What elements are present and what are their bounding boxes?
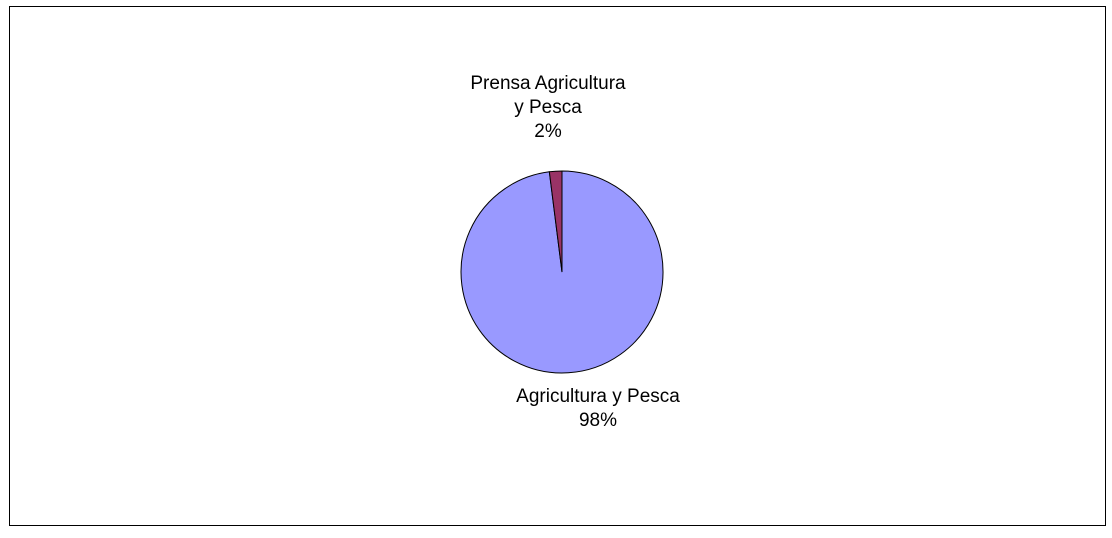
slice-percent-label: 98% xyxy=(578,410,618,431)
pie-slice-prensa-agricultura-y-pesca xyxy=(548,170,563,273)
slice-percent-label: 2% xyxy=(534,121,562,142)
pie-chart xyxy=(460,170,664,374)
slice-label-prensa-agricultura-y-pesca: Prensa Agricultura y Pesca 2% xyxy=(428,72,668,144)
slice-label-agricultura-y-pesca: Agricultura y Pesca 98% xyxy=(468,385,728,433)
slice-label-line: Agricultura y Pesca xyxy=(516,386,680,407)
slice-label-line: y Pesca xyxy=(514,97,582,118)
chart-area: Prensa Agricultura y Pesca 2% Agricultur… xyxy=(9,6,1106,526)
slice-label-line: Prensa Agricultura xyxy=(470,73,626,94)
